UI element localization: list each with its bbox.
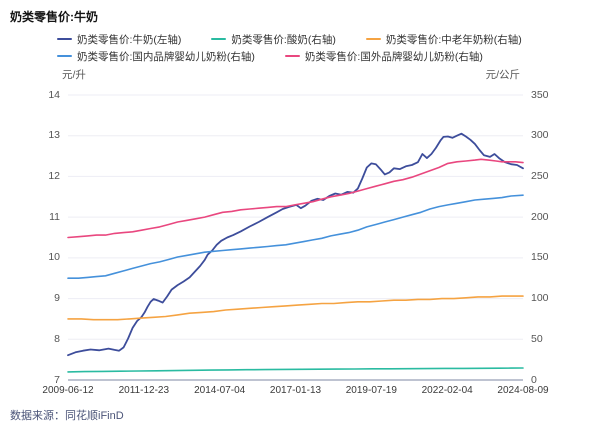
left-axis-tick: 14 — [48, 88, 60, 101]
legend: 奶类零售价:牛奶(左轴) 奶类零售价:酸奶(右轴) 奶类零售价:中老年奶粉(右轴) … — [57, 31, 522, 65]
right-axis-ticks: 350 300 250 200 150 100 50 0 — [531, 0, 571, 439]
right-axis-tick: 350 — [531, 88, 549, 101]
left-axis-tick: 9 — [54, 292, 60, 305]
legend-swatch-icon — [365, 37, 381, 41]
legend-swatch-icon — [211, 37, 227, 41]
right-axis-tick: 50 — [531, 332, 543, 345]
left-axis-tick: 8 — [54, 332, 60, 345]
left-axis-unit-label: 元/升 — [62, 69, 86, 81]
legend-swatch-icon — [284, 54, 300, 58]
series-line-2 — [67, 295, 524, 321]
series-line-0 — [67, 132, 524, 357]
x-axis-tick: 2017-01-13 — [269, 385, 322, 396]
legend-label: 奶类零售价:酸奶(右轴) — [231, 33, 336, 46]
right-axis-tick: 0 — [531, 373, 537, 386]
series-line-4 — [67, 158, 524, 239]
left-axis-tick: 10 — [48, 251, 60, 264]
left-axis-ticks: 14 13 12 11 10 9 8 7 — [22, 0, 60, 439]
x-axis-tick: 2019-07-19 — [345, 385, 397, 396]
x-axis-tick: 2009-06-12 — [42, 385, 94, 396]
right-axis-tick: 200 — [531, 210, 549, 223]
series-line-1 — [67, 367, 524, 373]
right-axis-tick: 300 — [531, 129, 549, 142]
legend-label: 奶类零售价:国内品牌婴幼儿奶粉(右轴) — [77, 50, 255, 63]
legend-row-1: 奶类零售价:牛奶(左轴) 奶类零售价:酸奶(右轴) 奶类零售价:中老年奶粉(右轴) — [57, 31, 522, 47]
legend-swatch-icon — [57, 54, 72, 58]
x-axis-tick: 2011-12-23 — [118, 385, 170, 396]
legend-label: 奶类零售价:国外品牌婴幼儿奶粉(右轴) — [304, 50, 483, 63]
left-axis-tick: 7 — [54, 373, 60, 386]
legend-label: 奶类零售价:中老年奶粉(右轴) — [385, 33, 522, 46]
left-axis-tick: 11 — [49, 210, 60, 223]
legend-item-4[interactable]: 奶类零售价:国外品牌婴幼儿奶粉(右轴) — [284, 49, 483, 64]
x-axis-tick: 2022-02-04 — [421, 385, 473, 396]
left-axis-tick: 12 — [48, 169, 60, 182]
x-axis-tick: 2014-07-04 — [194, 385, 246, 396]
legend-item-2[interactable]: 奶类零售价:中老年奶粉(右轴) — [365, 32, 522, 47]
right-axis-tick: 100 — [531, 292, 549, 305]
right-axis-tick: 250 — [531, 169, 549, 182]
left-axis-tick: 13 — [48, 129, 60, 142]
legend-item-3[interactable]: 奶类零售价:国内品牌婴幼儿奶粉(右轴) — [57, 49, 255, 64]
legend-swatch-icon — [57, 37, 72, 41]
legend-row-2: 奶类零售价:国内品牌婴幼儿奶粉(右轴) 奶类零售价:国外品牌婴幼儿奶粉(右轴) — [57, 48, 522, 64]
chart-title: 奶类零售价:牛奶 — [10, 10, 98, 24]
series-line-3 — [67, 194, 524, 280]
right-axis-tick: 150 — [531, 251, 549, 264]
legend-item-0[interactable]: 奶类零售价:牛奶(左轴) — [57, 32, 181, 47]
data-source: 数据来源：同花顺iFinD — [10, 410, 124, 422]
right-axis-unit-label: 元/公斤 — [485, 69, 520, 81]
legend-item-1[interactable]: 奶类零售价:酸奶(右轴) — [211, 32, 336, 47]
x-axis-tick: 2024-08-09 — [497, 385, 549, 396]
legend-label: 奶类零售价:牛奶(左轴) — [77, 33, 182, 46]
